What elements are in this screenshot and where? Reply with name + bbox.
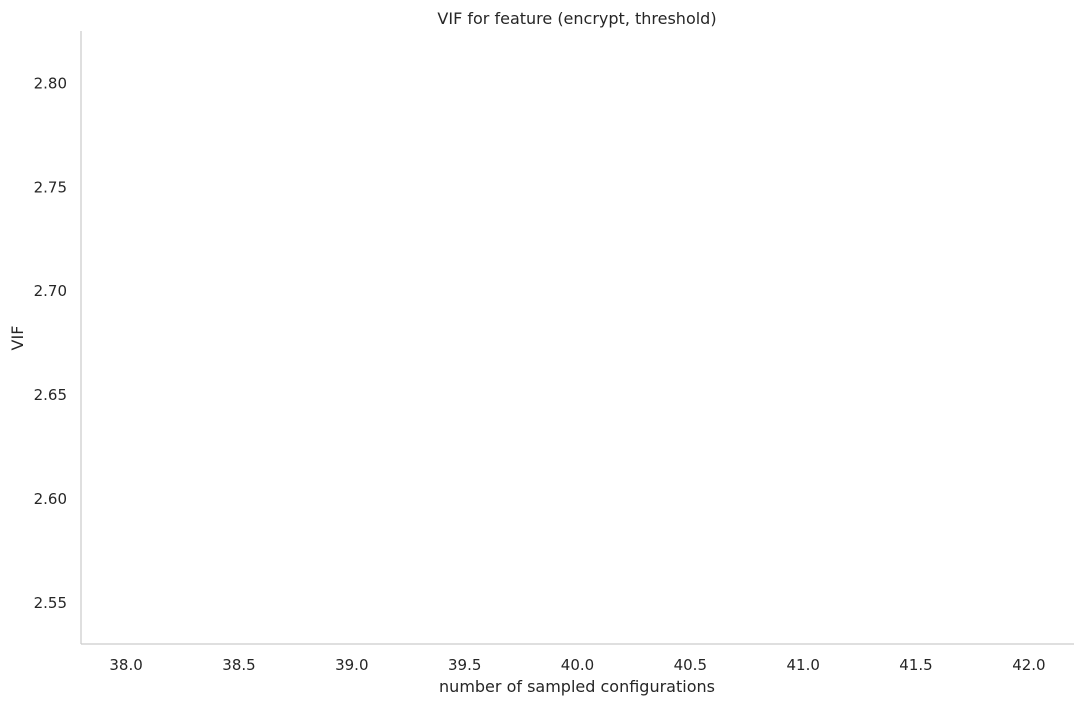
x-tick-label: 38.5 bbox=[222, 656, 255, 674]
x-tick-label: 41.0 bbox=[786, 656, 819, 674]
y-tick-label: 2.80 bbox=[34, 74, 67, 92]
y-tick-label: 2.65 bbox=[34, 386, 67, 404]
plot-area bbox=[80, 31, 1074, 645]
y-tick-label: 2.55 bbox=[34, 594, 67, 612]
x-tick-label: 39.5 bbox=[448, 656, 481, 674]
x-tick-label: 41.5 bbox=[899, 656, 932, 674]
x-axis-label: number of sampled configurations bbox=[439, 677, 715, 696]
x-tick-label: 42.0 bbox=[1012, 656, 1045, 674]
x-tick-label: 40.0 bbox=[561, 656, 594, 674]
y-tick-label: 2.75 bbox=[34, 178, 67, 196]
y-tick-label: 2.70 bbox=[34, 282, 67, 300]
x-tick-label: 40.5 bbox=[674, 656, 707, 674]
x-axis-ticks: 38.0 38.5 39.0 39.5 40.0 40.5 41.0 41.5 42.0 bbox=[109, 656, 1045, 674]
y-tick-label: 2.60 bbox=[34, 490, 67, 508]
x-tick-label: 39.0 bbox=[335, 656, 368, 674]
y-axis-label: VIF bbox=[8, 326, 27, 351]
chart-title: VIF for feature (encrypt, threshold) bbox=[437, 9, 716, 28]
x-tick-label: 38.0 bbox=[109, 656, 142, 674]
y-axis-ticks: 2.55 2.60 2.65 2.70 2.75 2.80 bbox=[34, 74, 67, 612]
